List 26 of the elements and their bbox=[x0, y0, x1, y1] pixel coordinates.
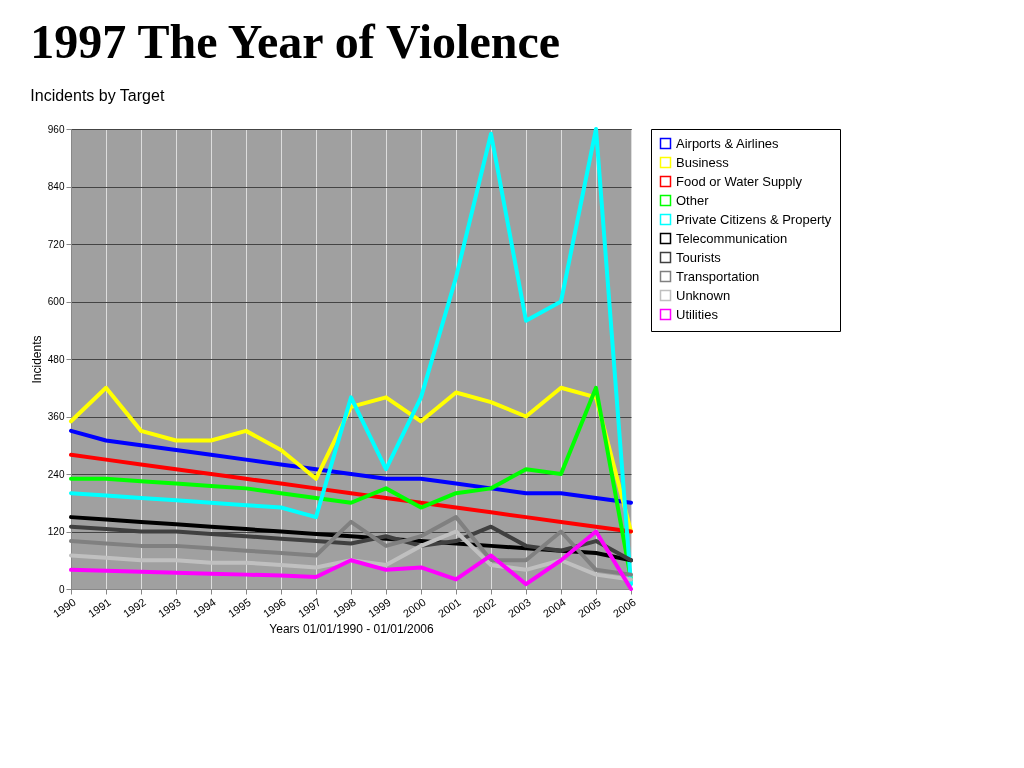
chart-title: 1997 The Year of Violence bbox=[30, 15, 561, 68]
legend-label: Unknown bbox=[676, 287, 731, 303]
y-tick-label: 840 bbox=[47, 181, 65, 192]
chart-subtitle: Incidents by Target bbox=[30, 87, 165, 104]
y-tick-label: 360 bbox=[47, 411, 65, 422]
y-axis-title: Incidents bbox=[29, 335, 44, 384]
legend-label: Transportation bbox=[676, 268, 760, 284]
y-tick-label: 120 bbox=[47, 526, 65, 537]
y-tick-label: 240 bbox=[47, 468, 65, 480]
y-tick-label: 480 bbox=[47, 353, 65, 365]
y-tick-label: 960 bbox=[47, 123, 65, 135]
line-series bbox=[69, 524, 633, 563]
legend-label: Business bbox=[676, 154, 730, 170]
y-tick-label: 600 bbox=[47, 296, 65, 307]
x-axis-title: Years 01/01/1990 - 01/01/2006 bbox=[269, 621, 434, 636]
line-series bbox=[69, 452, 633, 534]
y-tick-label: 0 bbox=[58, 583, 65, 595]
legend-label: Telecommunication bbox=[676, 230, 788, 246]
y-tick-label: 720 bbox=[47, 238, 65, 250]
legend-label: Tourists bbox=[676, 249, 722, 265]
legend-label: Other bbox=[676, 192, 710, 208]
legend-label: Private Citizens & Property bbox=[676, 211, 832, 227]
line-series bbox=[69, 428, 633, 505]
legend-label: Airports & Airlines bbox=[676, 135, 780, 151]
legend-label: Utilities bbox=[676, 306, 719, 322]
legend-label: Food or Water Supply bbox=[676, 173, 803, 189]
